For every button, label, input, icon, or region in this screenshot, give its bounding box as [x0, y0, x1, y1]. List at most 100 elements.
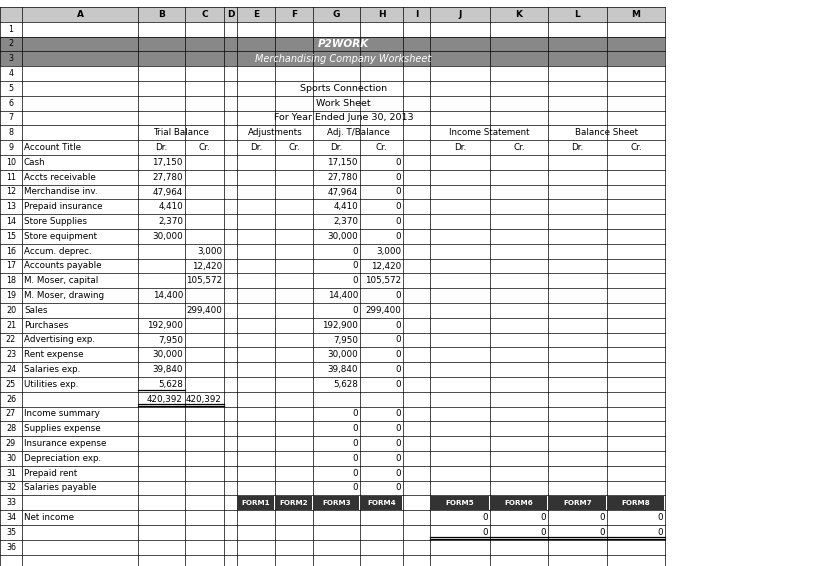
Text: 17,150: 17,150	[327, 158, 358, 167]
Text: 0: 0	[396, 439, 401, 448]
Text: Depreciation exp.: Depreciation exp.	[24, 454, 101, 463]
Text: FORM2: FORM2	[279, 500, 308, 506]
Text: 7,950: 7,950	[333, 336, 358, 345]
Text: Advertising exp.: Advertising exp.	[24, 336, 95, 345]
Text: Purchases: Purchases	[24, 321, 68, 330]
Text: 0: 0	[396, 217, 401, 226]
Text: M. Moser, capital: M. Moser, capital	[24, 276, 98, 285]
Text: G: G	[333, 10, 340, 19]
Text: FORM8: FORM8	[621, 500, 650, 506]
Text: 28: 28	[6, 424, 16, 434]
Text: 26: 26	[6, 395, 16, 404]
Text: 192,900: 192,900	[322, 321, 358, 330]
Text: J: J	[458, 10, 461, 19]
Text: FORM3: FORM3	[322, 500, 351, 506]
Text: 8: 8	[8, 128, 13, 138]
Text: 12: 12	[6, 187, 16, 196]
Text: 0: 0	[353, 424, 358, 434]
Bar	[237, 496, 274, 510]
Bar	[313, 496, 359, 510]
Text: Sports Connection: Sports Connection	[300, 84, 387, 93]
Text: 0: 0	[396, 409, 401, 418]
Text: Adj. T/Balance: Adj. T/Balance	[326, 128, 390, 138]
Text: Accounts payable: Accounts payable	[24, 261, 101, 271]
Text: FORM7: FORM7	[563, 500, 592, 506]
Text: Dr.: Dr.	[571, 143, 583, 152]
Text: Rent expense: Rent expense	[24, 350, 83, 359]
Text: Accum. deprec.: Accum. deprec.	[24, 247, 91, 256]
Text: A: A	[77, 10, 83, 19]
Text: 0: 0	[482, 528, 488, 537]
Text: 22: 22	[6, 336, 16, 345]
Text: FORM5: FORM5	[446, 500, 475, 506]
Text: Account Title: Account Title	[24, 143, 81, 152]
Text: 24: 24	[6, 365, 16, 374]
Text: FORM6: FORM6	[504, 500, 533, 506]
Text: 25: 25	[6, 380, 16, 389]
Text: 105,572: 105,572	[365, 276, 401, 285]
Text: 0: 0	[396, 454, 401, 463]
Text: Net income: Net income	[24, 513, 74, 522]
Text: Dr.: Dr.	[250, 143, 262, 152]
Text: Cash: Cash	[24, 158, 45, 167]
Text: 105,572: 105,572	[186, 276, 222, 285]
Text: Dr.: Dr.	[330, 143, 343, 152]
Text: 0: 0	[396, 173, 401, 182]
Text: 27,780: 27,780	[152, 173, 183, 182]
Text: 2,370: 2,370	[158, 217, 183, 226]
Text: 0: 0	[396, 202, 401, 211]
Text: 4,410: 4,410	[158, 202, 183, 211]
Text: 0: 0	[599, 528, 605, 537]
Text: Income summary: Income summary	[24, 409, 100, 418]
Bar	[490, 496, 547, 510]
Text: 0: 0	[396, 483, 401, 492]
Text: 29: 29	[6, 439, 16, 448]
Text: 7,950: 7,950	[158, 336, 183, 345]
Text: Income Statement: Income Statement	[449, 128, 529, 138]
Text: 0: 0	[353, 439, 358, 448]
Text: 23: 23	[6, 350, 16, 359]
Text: 299,400: 299,400	[186, 306, 222, 315]
Text: Merchandising Company Worksheet: Merchandising Company Worksheet	[255, 54, 432, 64]
Text: 3,000: 3,000	[197, 247, 222, 256]
Text: 30: 30	[6, 454, 16, 463]
Bar	[607, 496, 664, 510]
Text: 0: 0	[396, 232, 401, 241]
Text: Accts receivable: Accts receivable	[24, 173, 96, 182]
Text: 0: 0	[353, 261, 358, 271]
Text: 7: 7	[8, 114, 13, 122]
Text: L: L	[574, 10, 580, 19]
Text: 0: 0	[541, 528, 546, 537]
Text: Supplies expense: Supplies expense	[24, 424, 101, 434]
Bar	[0, 7, 665, 566]
Text: 0: 0	[353, 276, 358, 285]
Text: 0: 0	[396, 187, 401, 196]
Text: P2WORK: P2WORK	[318, 39, 369, 49]
Text: Dr.: Dr.	[454, 143, 466, 152]
Text: 4: 4	[8, 69, 13, 78]
Text: 12,420: 12,420	[371, 261, 401, 271]
Text: F: F	[291, 10, 297, 19]
Text: 10: 10	[6, 158, 16, 167]
Bar	[275, 496, 312, 510]
Text: 47,964: 47,964	[328, 187, 358, 196]
Text: 0: 0	[353, 483, 358, 492]
Text: Insurance expense: Insurance expense	[24, 439, 106, 448]
Text: 47,964: 47,964	[152, 187, 183, 196]
Text: D: D	[227, 10, 234, 19]
Text: 30,000: 30,000	[327, 232, 358, 241]
Text: K: K	[516, 10, 522, 19]
Text: 17: 17	[6, 261, 16, 271]
Text: Cr.: Cr.	[288, 143, 300, 152]
Text: 0: 0	[541, 513, 546, 522]
Bar	[0, 52, 665, 66]
Text: 27: 27	[6, 409, 16, 418]
Text: 16: 16	[6, 247, 16, 256]
Text: 4,410: 4,410	[333, 202, 358, 211]
Text: Salaries exp.: Salaries exp.	[24, 365, 80, 374]
Text: 0: 0	[353, 469, 358, 478]
Text: 13: 13	[6, 202, 16, 211]
Text: 18: 18	[6, 276, 16, 285]
Text: 0: 0	[396, 350, 401, 359]
Text: 0: 0	[658, 513, 663, 522]
